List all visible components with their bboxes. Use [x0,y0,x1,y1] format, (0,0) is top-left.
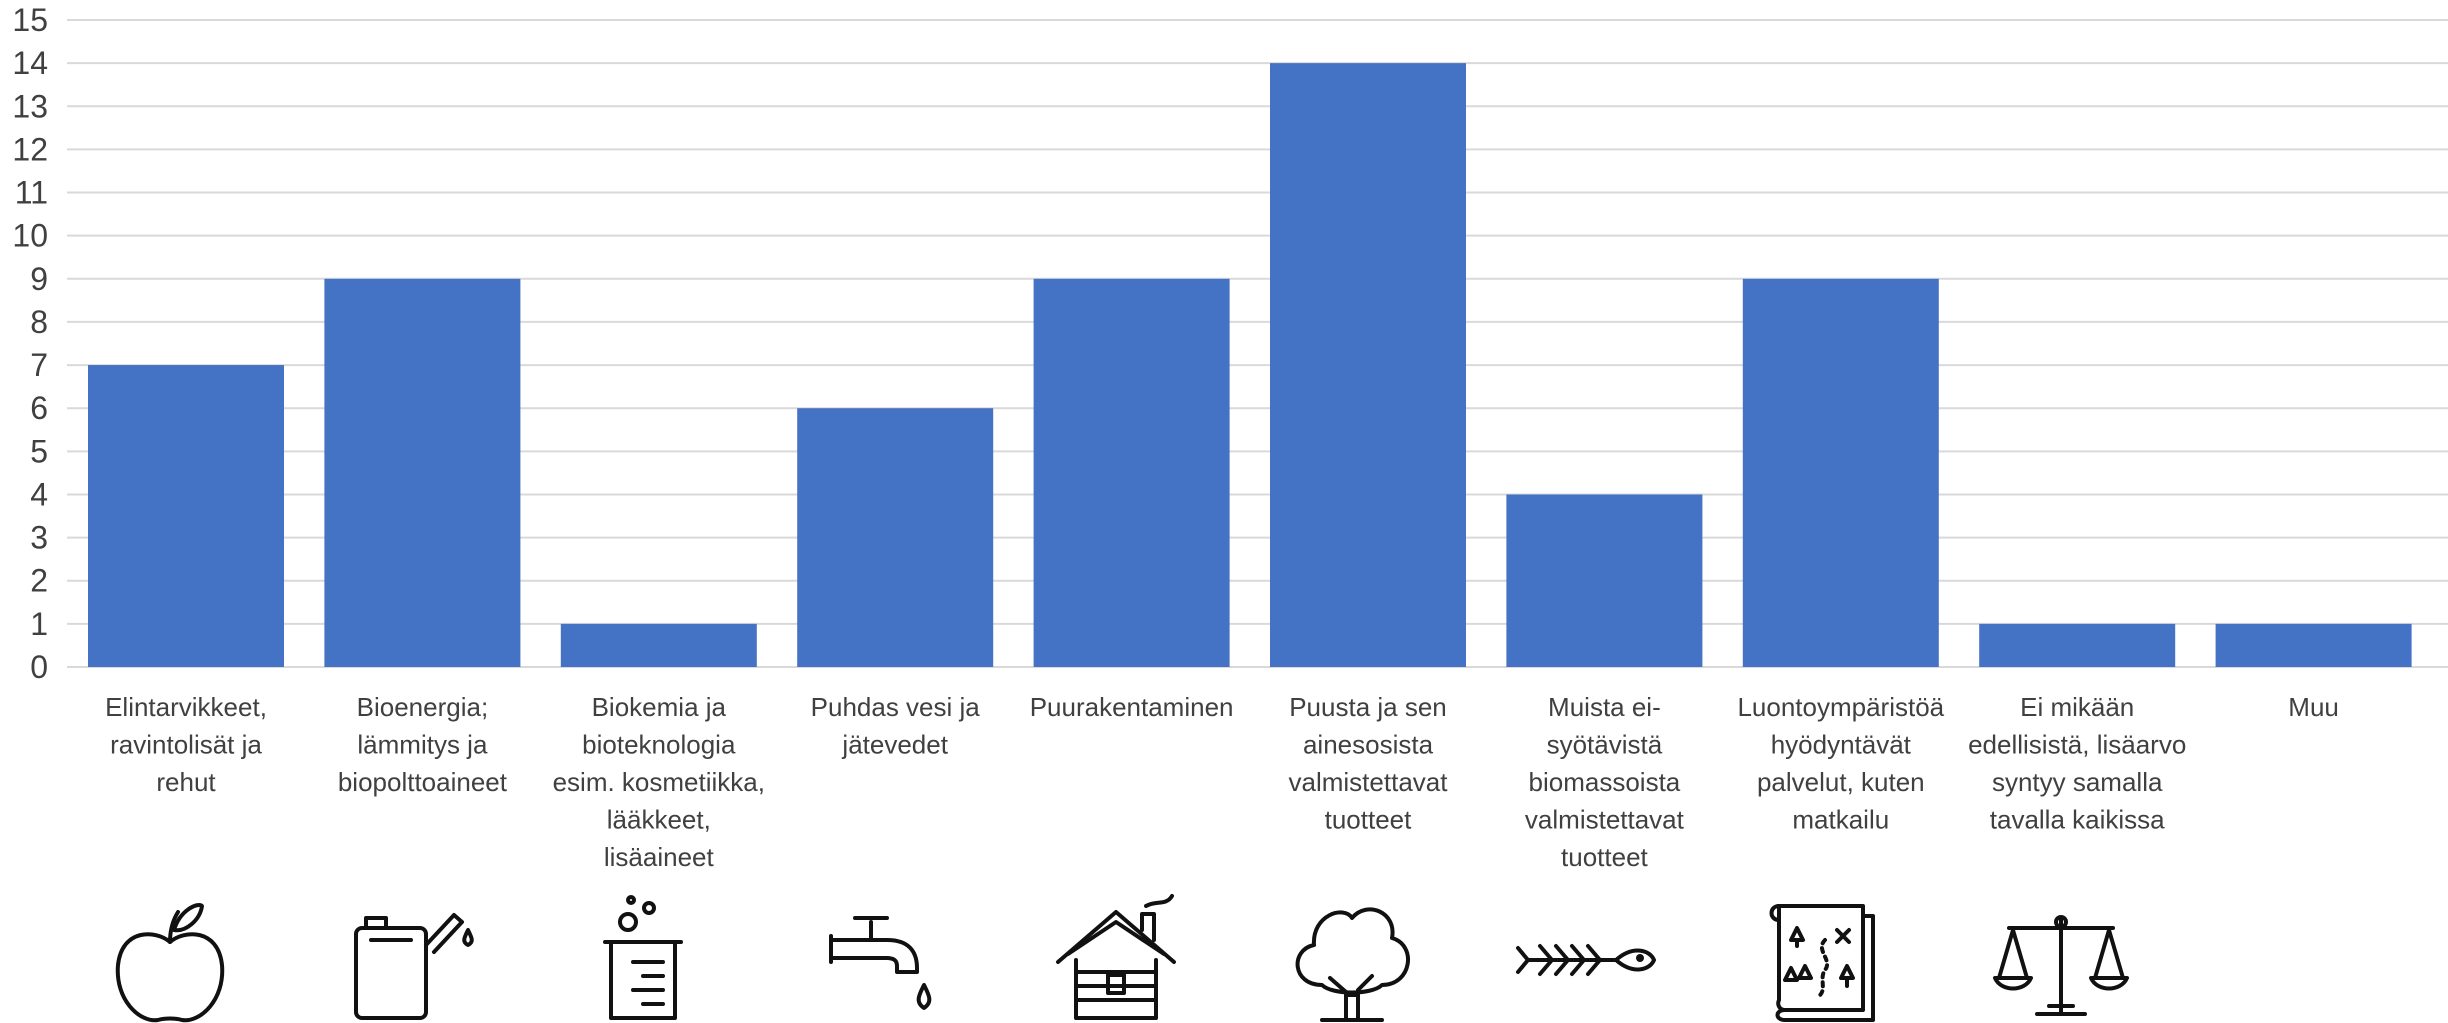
bar [88,365,284,667]
category-label-line: matkailu [1792,805,1889,835]
y-tick-label: 0 [30,649,48,685]
water-tap-icon [829,916,932,1010]
category-label-line: Puhdas vesi ja [811,692,981,722]
beaker-icon [603,895,683,1020]
y-tick-label: 7 [30,347,48,383]
category-label-line: tuotteet [1325,805,1413,835]
y-tick-label: 8 [30,304,48,340]
category-label-line: syntyy samalla [1992,767,2163,797]
bar [1506,494,1703,667]
y-tick-label: 11 [15,175,48,211]
y-tick-label: 6 [30,390,48,426]
category-label-line: palvelut, kuten [1757,767,1925,797]
category-label: Muista ei-syötävistä biomassoista valmiste… [1525,692,1685,872]
bar [1979,623,2176,667]
y-tick-label: 2 [30,563,48,599]
category-label-line: Biokemia ja [592,692,727,722]
category-label: Bioenergia; lämmitys ja biopolttoaineet [338,692,508,797]
y-tick-label: 9 [30,261,48,297]
category-label-line: syötävistä [1547,730,1663,760]
fuel-can-icon [354,913,474,1020]
bar [797,408,994,667]
category-label-line: bioteknologia [582,730,736,760]
category-label-line: tuotteet [1561,842,1649,872]
bars [88,63,2412,667]
category-label-line: esim. kosmetiikka, [553,767,765,797]
category-label-line: Ei mikään [2020,692,2134,722]
category-label: Biokemia ja bioteknologia esim. kosmetiikk… [553,692,765,872]
category-label-line: jätevedet [841,730,948,760]
category-label-line: lisäaineet [604,842,715,872]
category-label: Elintarvikkeet, ravintolisät ja rehut [105,692,267,797]
bar [2215,623,2412,667]
balance-scale-icon [1993,915,2129,1016]
category-label-line: ravintolisät ja [110,730,262,760]
category-label-line: Muu [2288,692,2339,722]
category-label-line: ainesosista [1303,730,1434,760]
category-label: Puurakentaminen [1030,692,1234,722]
category-label-line: biomassoista [1529,767,1681,797]
tree-icon [1295,907,1410,1022]
category-label-line: rehut [156,767,216,797]
category-label: Ei mikään edellisistä, lisäarvo syntyy sam… [1968,692,2186,835]
bar [1270,63,1466,667]
y-tick-label: 15 [12,2,48,38]
y-tick-label: 10 [12,218,48,254]
category-label-line: lämmitys ja [357,730,488,760]
category-label: Luontoympäristöä hyödyntävät palvelut, kut… [1737,692,1944,835]
category-label-line: Bioenergia; [357,692,489,722]
category-label-line: hyödyntävät [1771,730,1912,760]
y-tick-label: 5 [30,433,48,469]
y-tick-label: 12 [12,131,48,167]
category-label-line: valmistettavat [1289,767,1449,797]
category-label-line: edellisistä, lisäarvo [1968,730,2186,760]
category-label-line: Puusta ja sen [1289,692,1447,722]
treasure-map-icon [1769,904,1875,1022]
category-label-line: lääkkeet, [607,805,711,835]
category-label-line: biopolttoaineet [338,767,508,797]
category-label: Muu [2288,692,2339,722]
fish-bone-icon [1516,944,1656,976]
category-label: Puusta ja sen ainesosista valmistettavat tu… [1289,692,1449,835]
y-tick-label: 3 [30,520,48,556]
y-tick-label: 4 [30,476,48,512]
category-label-line: Luontoympäristöä [1737,692,1944,722]
apple-icon [115,903,225,1023]
category-icons [115,894,2129,1023]
category-label-line: valmistettavat [1525,805,1685,835]
category-label-line: Muista ei- [1548,692,1661,722]
log-cabin-icon [1056,894,1176,1020]
category-label-line: Elintarvikkeet, [105,692,267,722]
y-tick-label: 1 [30,606,48,642]
bar [560,623,757,667]
bar [1033,278,1230,667]
category-label-line: tavalla kaikissa [1990,805,2165,835]
category-labels: Elintarvikkeet, ravintolisät ja rehut Bioen… [105,692,2339,872]
y-tick-label: 13 [12,88,48,124]
bar [1742,278,1939,667]
y-tick-label: 14 [12,45,48,81]
category-label: Puhdas vesi ja jätevedet [811,692,981,760]
category-label-line: Puurakentaminen [1030,692,1234,722]
bar [324,278,521,667]
